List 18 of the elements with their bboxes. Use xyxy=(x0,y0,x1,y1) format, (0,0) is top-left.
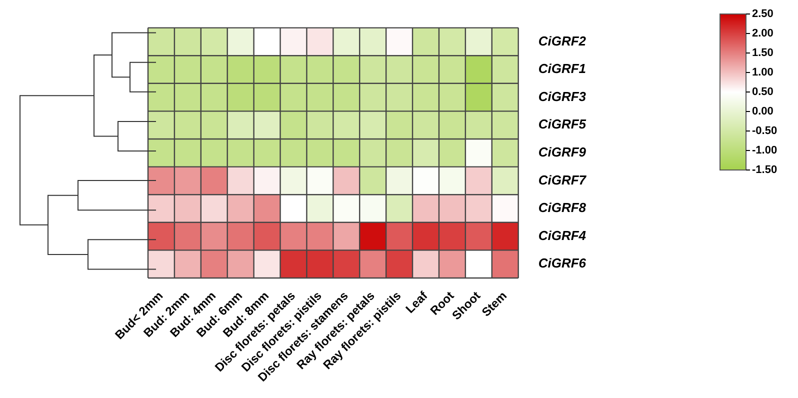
color-bar-label: 1.00 xyxy=(752,66,774,79)
color-bar-label: -1.00 xyxy=(752,144,778,157)
y-tick-label: CiGRF1 xyxy=(538,61,586,76)
y-tick-label: CiGRF5 xyxy=(538,116,587,132)
color-bar-label: 1.50 xyxy=(752,47,774,60)
y-tick-label: CiGRF3 xyxy=(538,88,587,104)
y-tick-label: CiGRF6 xyxy=(538,256,587,271)
color-bar-label: -0.50 xyxy=(752,125,778,138)
color-bar-label: 0.50 xyxy=(752,86,774,98)
y-tick-label: CiGRF2 xyxy=(538,33,587,48)
y-tick-label: CiGRF4 xyxy=(538,228,587,243)
color-bar-label: 2.00 xyxy=(752,28,774,40)
y-tick-label: CiGRF9 xyxy=(538,144,587,160)
y-tick-label: CiGRF8 xyxy=(538,200,587,216)
y-tick-label: CiGRF7 xyxy=(538,172,587,188)
color-bar-label: -1.50 xyxy=(752,164,778,176)
color-bar-label: 2.50 xyxy=(752,8,774,20)
color-bar-label: 0.00 xyxy=(752,106,774,118)
